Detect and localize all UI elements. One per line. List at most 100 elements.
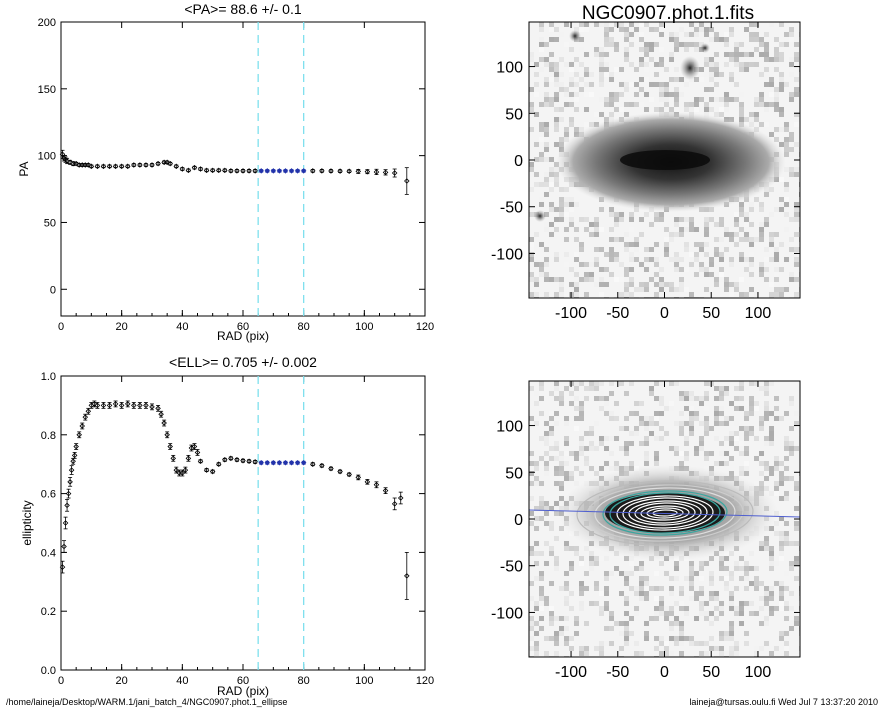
noise-pixel — [789, 247, 794, 252]
noise-pixel — [629, 227, 634, 232]
noise-pixel — [589, 431, 594, 436]
img-bot-xtick-label: 0 — [660, 664, 669, 681]
noise-pixel — [729, 436, 734, 441]
noise-pixel — [729, 292, 734, 297]
noise-pixel — [539, 626, 544, 631]
noise-pixel — [594, 581, 599, 586]
noise-pixel — [679, 92, 684, 97]
noise-pixel — [569, 92, 574, 97]
img-bot-ytick-label: 100 — [496, 419, 523, 436]
noise-pixel — [694, 446, 699, 451]
noise-pixel — [729, 441, 734, 446]
noise-pixel — [634, 591, 639, 596]
noise-pixel — [549, 182, 554, 187]
noise-pixel — [759, 546, 764, 551]
noise-pixel — [639, 262, 644, 267]
noise-pixel — [549, 277, 554, 282]
noise-pixel — [679, 451, 684, 456]
img-top-ytick-label: -50 — [500, 200, 523, 217]
noise-pixel — [709, 107, 714, 112]
noise-pixel — [709, 37, 714, 42]
noise-pixel — [634, 611, 639, 616]
noise-pixel — [709, 67, 714, 72]
noise-pixel — [704, 601, 709, 606]
noise-pixel — [739, 556, 744, 561]
noise-pixel — [774, 277, 779, 282]
noise-pixel — [559, 456, 564, 461]
noise-pixel — [639, 651, 644, 656]
noise-pixel — [639, 102, 644, 107]
noise-pixel — [529, 277, 534, 282]
pa-point — [167, 160, 173, 167]
noise-pixel — [794, 526, 799, 531]
noise-pixel — [614, 257, 619, 262]
noise-pixel — [559, 82, 564, 87]
noise-pixel — [624, 416, 629, 421]
noise-pixel — [784, 152, 789, 157]
ell-point — [264, 459, 271, 466]
noise-pixel — [709, 591, 714, 596]
noise-pixel — [634, 242, 639, 247]
noise-pixel — [784, 212, 789, 217]
noise-pixel — [574, 97, 579, 102]
noise-pixel — [744, 267, 749, 272]
noise-pixel — [654, 27, 659, 32]
noise-pixel — [784, 227, 789, 232]
noise-pixel — [619, 277, 624, 282]
noise-pixel — [709, 62, 714, 67]
noise-pixel — [529, 616, 534, 621]
ell-point — [300, 459, 307, 466]
noise-pixel — [544, 636, 549, 641]
noise-pixel — [744, 601, 749, 606]
noise-pixel — [599, 57, 604, 62]
noise-pixel — [579, 87, 584, 92]
noise-pixel — [634, 67, 639, 72]
contour-ring — [586, 484, 744, 542]
ell-point — [203, 467, 210, 473]
noise-pixel — [674, 576, 679, 581]
noise-pixel — [599, 451, 604, 456]
noise-pixel — [714, 72, 719, 77]
noise-pixel — [544, 466, 549, 471]
noise-pixel — [754, 586, 759, 591]
noise-pixel — [659, 97, 664, 102]
noise-pixel — [674, 92, 679, 97]
noise-pixel — [624, 596, 629, 601]
ell-point — [143, 402, 149, 409]
noise-pixel — [529, 187, 534, 192]
noise-pixel — [744, 257, 749, 262]
noise-pixel — [639, 561, 644, 566]
ell-point — [64, 502, 70, 509]
ell-xtick-label: 100 — [355, 675, 373, 687]
noise-pixel — [674, 262, 679, 267]
noise-pixel — [569, 476, 574, 481]
noise-pixel — [719, 411, 724, 416]
noise-pixel — [774, 456, 779, 461]
noise-pixel — [654, 586, 659, 591]
noise-pixel — [649, 421, 654, 426]
noise-pixel — [754, 566, 759, 571]
ell-point — [61, 543, 67, 550]
noise-pixel — [564, 471, 569, 476]
pa-ytick-label: 150 — [38, 84, 56, 96]
noise-pixel — [674, 222, 679, 227]
noise-pixel — [699, 22, 704, 27]
noise-pixel — [599, 292, 604, 297]
noise-pixel — [694, 77, 699, 82]
noise-pixel — [789, 22, 794, 27]
noise-pixel — [764, 621, 769, 626]
noise-pixel — [714, 52, 719, 57]
noise-pixel — [609, 466, 614, 471]
noise-pixel — [594, 446, 599, 451]
noise-pixel — [734, 97, 739, 102]
noise-pixel — [759, 481, 764, 486]
pa-point — [209, 167, 216, 174]
img-top-xtick-label: 100 — [745, 305, 772, 322]
noise-pixel — [739, 441, 744, 446]
noise-pixel — [789, 451, 794, 456]
img-top-ytick-label: 100 — [496, 60, 523, 77]
img-bot-ytick-label: -100 — [491, 605, 523, 622]
noise-pixel — [549, 551, 554, 556]
noise-pixel — [649, 386, 654, 391]
noise-pixel — [549, 157, 554, 162]
